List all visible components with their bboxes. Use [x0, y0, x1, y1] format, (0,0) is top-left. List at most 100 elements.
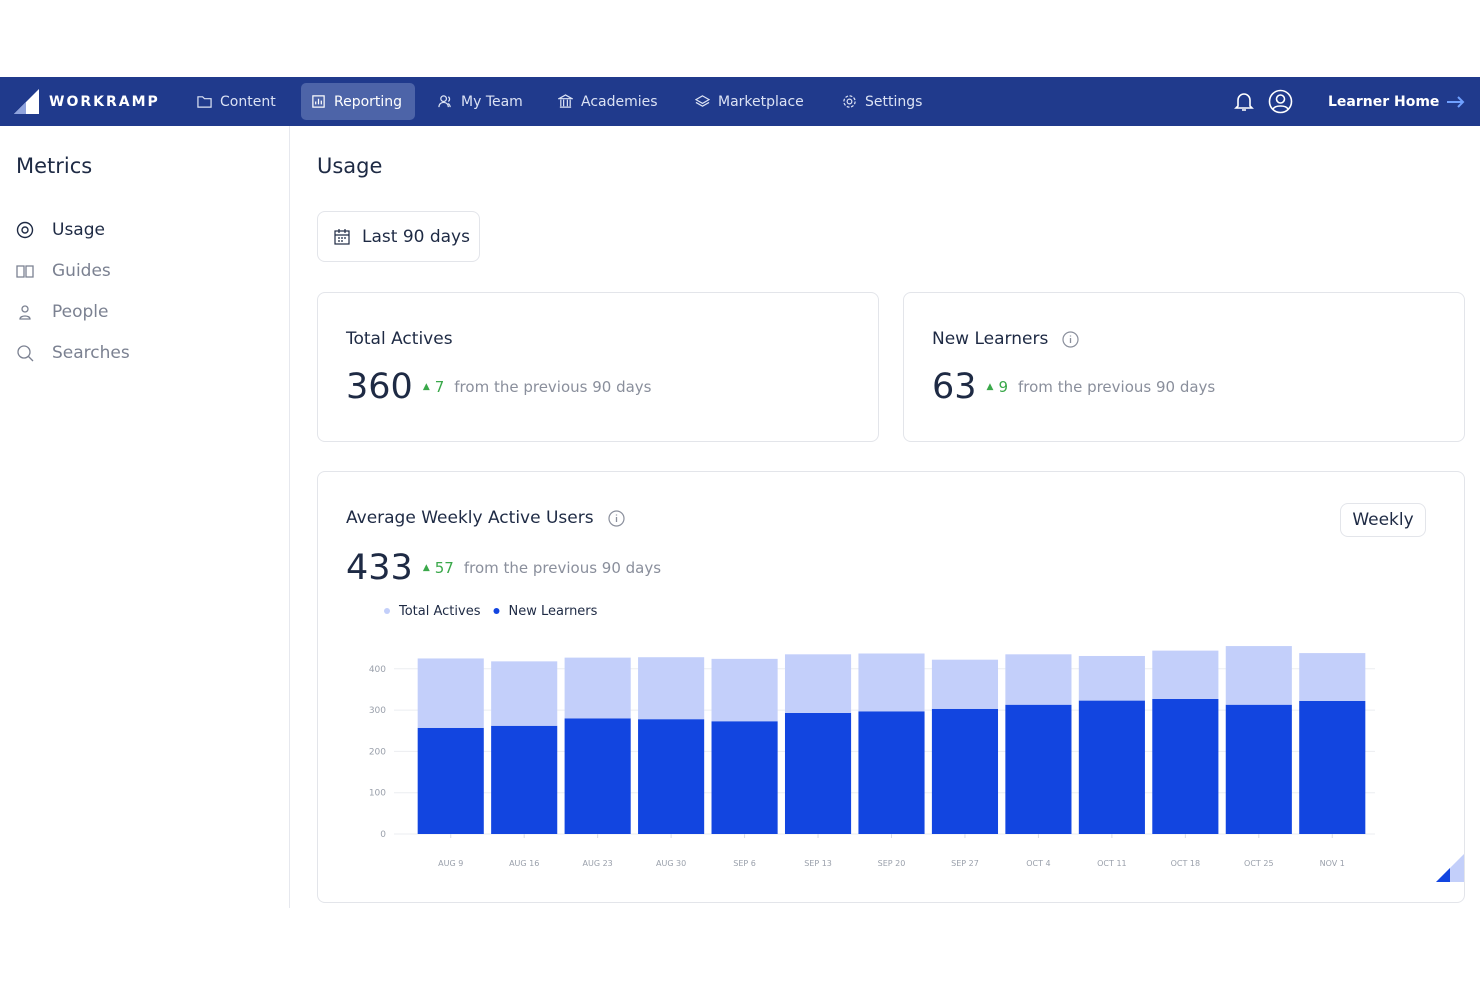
bar-segment: [1005, 704, 1072, 834]
bar-segment: [931, 659, 999, 709]
side-people[interactable]: People: [16, 302, 108, 322]
sidebar: Metrics Usage Guides People Searches: [0, 126, 290, 908]
profile-icon[interactable]: [1268, 89, 1293, 114]
bar-segment: [1299, 653, 1366, 701]
bar-segment: [564, 657, 631, 719]
change-value: 7: [434, 378, 445, 396]
y-tick-label: 200: [369, 747, 386, 757]
nav-reporting[interactable]: Reporting: [311, 77, 402, 126]
bar-segment: [784, 654, 852, 713]
stat-change: ▲ 7: [422, 378, 445, 396]
y-tick-label: 0: [380, 830, 386, 840]
date-filter[interactable]: Last 90 days: [317, 211, 480, 262]
interval-button[interactable]: Weekly: [1340, 503, 1426, 537]
bar-segment: [711, 658, 778, 722]
logo[interactable]: WORKRAMP: [14, 77, 160, 126]
x-tick-label: OCT 18: [1171, 859, 1201, 868]
sidebar-title: Metrics: [16, 154, 93, 178]
bar-segment: [1225, 646, 1292, 705]
change-value: 9: [998, 378, 1009, 396]
x-tick-label: AUG 30: [656, 859, 686, 868]
nav-label: My Team: [461, 93, 523, 110]
x-tick-label: SEP 13: [804, 859, 832, 868]
nav-academies[interactable]: Academies: [558, 77, 658, 126]
x-tick-label: OCT 11: [1097, 859, 1127, 868]
nav-label: Marketplace: [718, 93, 804, 110]
corner-decoration: [1436, 854, 1464, 882]
stat-change: ▲ 9: [986, 378, 1009, 396]
legend-label: New Learners: [508, 604, 597, 619]
x-tick-label: AUG 23: [583, 859, 613, 868]
bar-segment: [784, 712, 852, 834]
bar-segment: [638, 719, 705, 834]
stat-note: from the previous 90 days: [454, 378, 652, 396]
bar-segment: [1299, 701, 1366, 834]
info-icon[interactable]: [607, 509, 625, 527]
card-title: New Learners: [932, 329, 1049, 349]
bar-segment: [638, 657, 705, 720]
x-tick-label: NOV 1: [1320, 859, 1345, 868]
bell-icon[interactable]: [1233, 90, 1255, 112]
nav-label: Academies: [581, 93, 658, 110]
nav-settings[interactable]: Settings: [842, 77, 922, 126]
side-label: Guides: [52, 261, 111, 281]
x-tick-label: AUG 16: [509, 859, 539, 868]
y-tick-label: 100: [369, 789, 386, 799]
chart-header: Average Weekly Active Users: [346, 508, 625, 528]
nav-my-team[interactable]: My Team: [438, 77, 523, 126]
card-title: Total Actives: [346, 329, 453, 349]
chart-card-title: Average Weekly Active Users: [346, 508, 594, 528]
chart-card: Average Weekly Active Users 433 ▲ 57 from…: [317, 471, 1465, 903]
side-label: People: [52, 302, 109, 322]
info-icon[interactable]: [1062, 330, 1079, 348]
bar-segment: [1078, 700, 1145, 834]
stat-value: 360: [346, 367, 413, 407]
y-tick-label: 400: [369, 665, 386, 675]
top-nav: WORKRAMP Content Reporting My Team Acade…: [0, 77, 1480, 126]
nav-content[interactable]: Content: [197, 77, 276, 126]
stat-value: 433: [346, 548, 413, 588]
date-filter-label: Last 90 days: [362, 226, 470, 247]
card-header: New Learners: [932, 329, 1079, 349]
stat-note: from the previous 90 days: [463, 559, 662, 577]
stat-change: ▲ 57: [422, 559, 454, 577]
nav-label: Settings: [865, 93, 923, 110]
bar-segment: [1005, 654, 1072, 705]
x-tick-label: SEP 27: [951, 859, 979, 868]
nav-label: Content: [220, 93, 276, 110]
x-tick-label: SEP 20: [878, 859, 906, 868]
bar-segment: [1152, 698, 1219, 834]
active-tab-bg: [301, 83, 415, 120]
bar-segment: [417, 727, 484, 834]
bar-segment: [931, 708, 999, 834]
learner-home[interactable]: Learner Home: [1328, 77, 1465, 126]
side-guides[interactable]: Guides: [16, 261, 111, 281]
bar-segment: [491, 725, 558, 834]
stat-card: Total Actives 360 ▲ 7 from the previous 9…: [317, 292, 879, 442]
legend-label: Total Actives: [398, 604, 481, 619]
side-label: Usage: [52, 220, 105, 240]
change-value: 57: [434, 559, 454, 577]
bar-segment: [858, 653, 925, 712]
bar-segment: [1152, 650, 1219, 699]
x-tick-label: OCT 4: [1026, 859, 1050, 868]
bar-segment: [1078, 655, 1145, 701]
nav-marketplace[interactable]: Marketplace: [695, 77, 804, 126]
bar-segment: [858, 711, 925, 834]
chart: Total Actives New Learners 0 100 200 300 400 AU…: [369, 604, 1375, 868]
bar-segment: [417, 658, 484, 728]
stat-note: from the previous 90 days: [1018, 378, 1216, 396]
x-tick-label: SEP 6: [733, 859, 756, 868]
stat-value: 63: [932, 367, 977, 407]
side-usage[interactable]: Usage: [16, 220, 105, 240]
legend-dot: [384, 608, 390, 614]
logo-icon: [14, 89, 39, 114]
bar-segment: [711, 721, 778, 834]
x-tick-label: AUG 9: [438, 859, 463, 868]
legend-dot: [493, 608, 500, 614]
stat-row: 433 ▲ 57 from the previous 90 days: [346, 548, 661, 588]
side-searches[interactable]: Searches: [16, 343, 130, 363]
bar-segment: [564, 718, 631, 834]
page-title: Usage: [317, 154, 383, 178]
